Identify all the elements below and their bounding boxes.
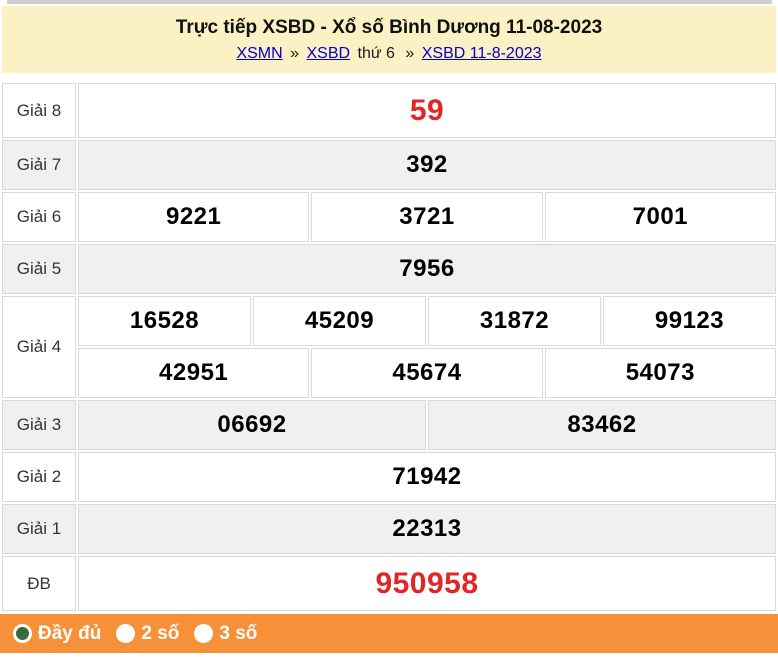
prize-number: 99123 (603, 296, 776, 346)
prize-number: 3721 (311, 192, 543, 242)
top-divider (7, 0, 772, 4)
breadcrumb: XSMN » XSBD thứ 6 » XSBD 11-8-2023 (2, 43, 776, 65)
prize-number: 16528 (78, 296, 251, 346)
giai-4-line-1: 16528 45209 31872 99123 (78, 296, 776, 346)
prize-row-giai-7: Giải 7 392 (2, 140, 776, 190)
prize-number: 83462 (428, 400, 776, 450)
prize-row-giai-1: Giải 1 22313 (2, 504, 776, 554)
page-title: Trực tiếp XSBD - Xổ số Bình Dương 11-08-… (175, 17, 603, 38)
prize-number: 9221 (78, 192, 310, 242)
prize-number: 71942 (78, 452, 776, 502)
prize-label: Giải 2 (2, 452, 76, 502)
prize-label: ĐB (2, 556, 76, 611)
prize-label: Giải 5 (2, 244, 76, 294)
prize-label: Giải 4 (2, 296, 76, 398)
breadcrumb-link-xsbd[interactable]: XSBD (306, 45, 351, 62)
prize-number: 950958 (78, 556, 776, 611)
prize-label: Giải 6 (2, 192, 76, 242)
option-label: 3 số (219, 622, 258, 644)
prize-number: 22313 (78, 504, 776, 554)
prize-row-giai-3: Giải 3 06692 83462 (2, 400, 776, 450)
lottery-results-table: Giải 8 59 Giải 7 392 Giải 6 9221 3721 70… (2, 83, 776, 611)
prize-number: 45674 (311, 348, 543, 398)
prize-number: 59 (78, 83, 776, 138)
prize-number: 42951 (78, 348, 310, 398)
prize-number: 7001 (544, 192, 776, 242)
breadcrumb-link-xsbd-date[interactable]: XSBD 11-8-2023 (421, 45, 542, 62)
prize-row-giai-6: Giải 6 9221 3721 7001 (2, 192, 776, 242)
breadcrumb-separator: » (290, 45, 300, 62)
option-2-so[interactable]: 2 số (116, 623, 179, 645)
prize-number: 45209 (253, 296, 426, 346)
radio-selected-icon[interactable] (13, 624, 32, 643)
option-label: 2 số (141, 622, 180, 644)
option-label: Đầy đủ (38, 622, 102, 644)
prize-label: Giải 3 (2, 400, 76, 450)
option-3-so[interactable]: 3 số (194, 623, 257, 645)
breadcrumb-separator: » (405, 45, 415, 62)
radio-unselected-icon[interactable] (194, 624, 214, 643)
prize-row-giai-5: Giải 5 7956 (2, 244, 776, 294)
display-mode-bar: Đầy đủ 2 số 3 số (0, 614, 778, 653)
prize-number: 54073 (544, 348, 776, 398)
giai-4-line-2: 42951 45674 54073 (78, 348, 776, 398)
page-header: Trực tiếp XSBD - Xổ số Bình Dương 11-08-… (2, 6, 776, 73)
prize-label: Giải 1 (2, 504, 76, 554)
prize-number: 06692 (78, 400, 426, 450)
prize-number: 31872 (428, 296, 601, 346)
option-day-du[interactable]: Đầy đủ (13, 623, 101, 645)
prize-row-db: ĐB 950958 (2, 556, 776, 611)
breadcrumb-weekday: thứ 6 (357, 45, 395, 62)
prize-row-giai-8: Giải 8 59 (2, 83, 776, 138)
breadcrumb-link-xsmn[interactable]: XSMN (236, 45, 283, 62)
prize-label: Giải 7 (2, 140, 76, 190)
prize-number: 7956 (78, 244, 776, 294)
radio-unselected-icon[interactable] (116, 624, 136, 643)
prize-row-giai-4-numbers: 16528 45209 31872 99123 42951 45674 5407… (78, 296, 776, 398)
prize-row-giai-2: Giải 2 71942 (2, 452, 776, 502)
prize-row-giai-4: Giải 4 16528 45209 31872 99123 42951 456… (2, 296, 776, 398)
prize-number: 392 (78, 140, 776, 190)
prize-label: Giải 8 (2, 83, 76, 138)
